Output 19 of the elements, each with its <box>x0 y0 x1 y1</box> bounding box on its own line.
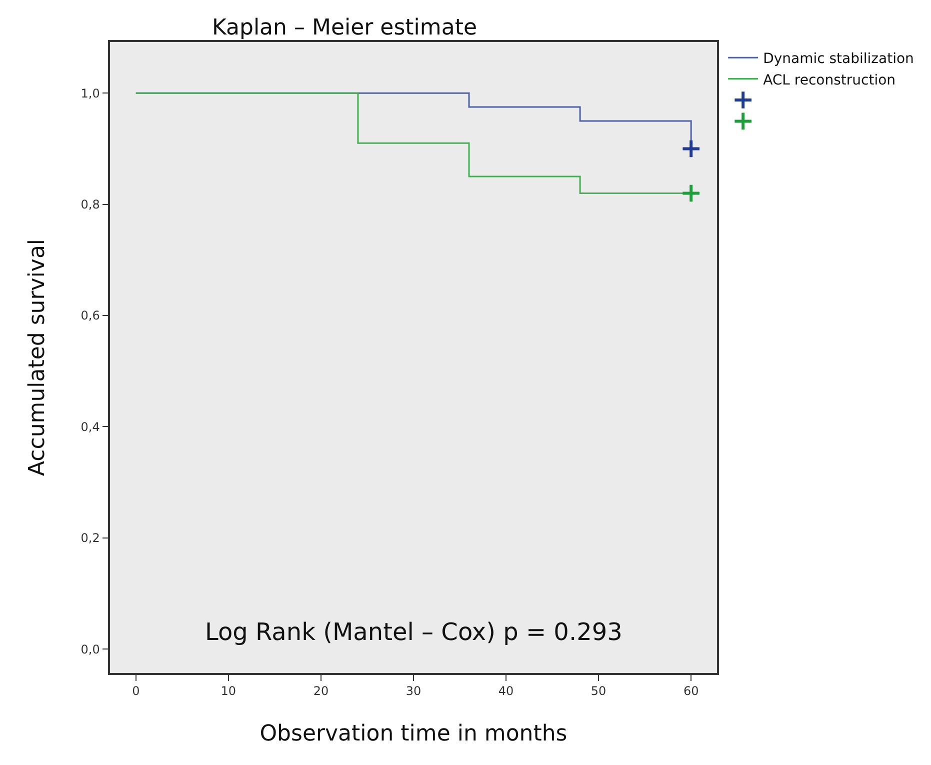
legend-label: Dynamic stabilization <box>763 51 914 68</box>
y-tick-label: 1,0 <box>80 86 100 100</box>
annotation: Log Rank (Mantel – Cox) p = 0.293 <box>205 618 622 646</box>
y-axis-title: Accumulated survival <box>25 238 50 476</box>
x-tick-label: 40 <box>498 684 514 698</box>
y-tick-label: 0,2 <box>80 531 100 546</box>
x-tick-label: 10 <box>220 684 236 698</box>
x-tick-label: 0 <box>132 684 140 698</box>
y-tick-label: 0,4 <box>80 420 100 434</box>
y-tick-label: 0,6 <box>80 308 100 323</box>
x-tick-label: 20 <box>313 684 329 698</box>
y-tick-label: 0,0 <box>80 642 100 656</box>
chart-title: Kaplan – Meier estimate <box>212 16 477 41</box>
y-tick-label: 0,8 <box>80 198 100 212</box>
legend-label: ACL reconstruction <box>763 72 896 88</box>
x-tick-label: 30 <box>406 684 422 698</box>
x-tick-label: 60 <box>683 684 699 698</box>
x-tick-label: 50 <box>590 684 606 698</box>
x-axis-title: Observation time in months <box>260 722 568 747</box>
